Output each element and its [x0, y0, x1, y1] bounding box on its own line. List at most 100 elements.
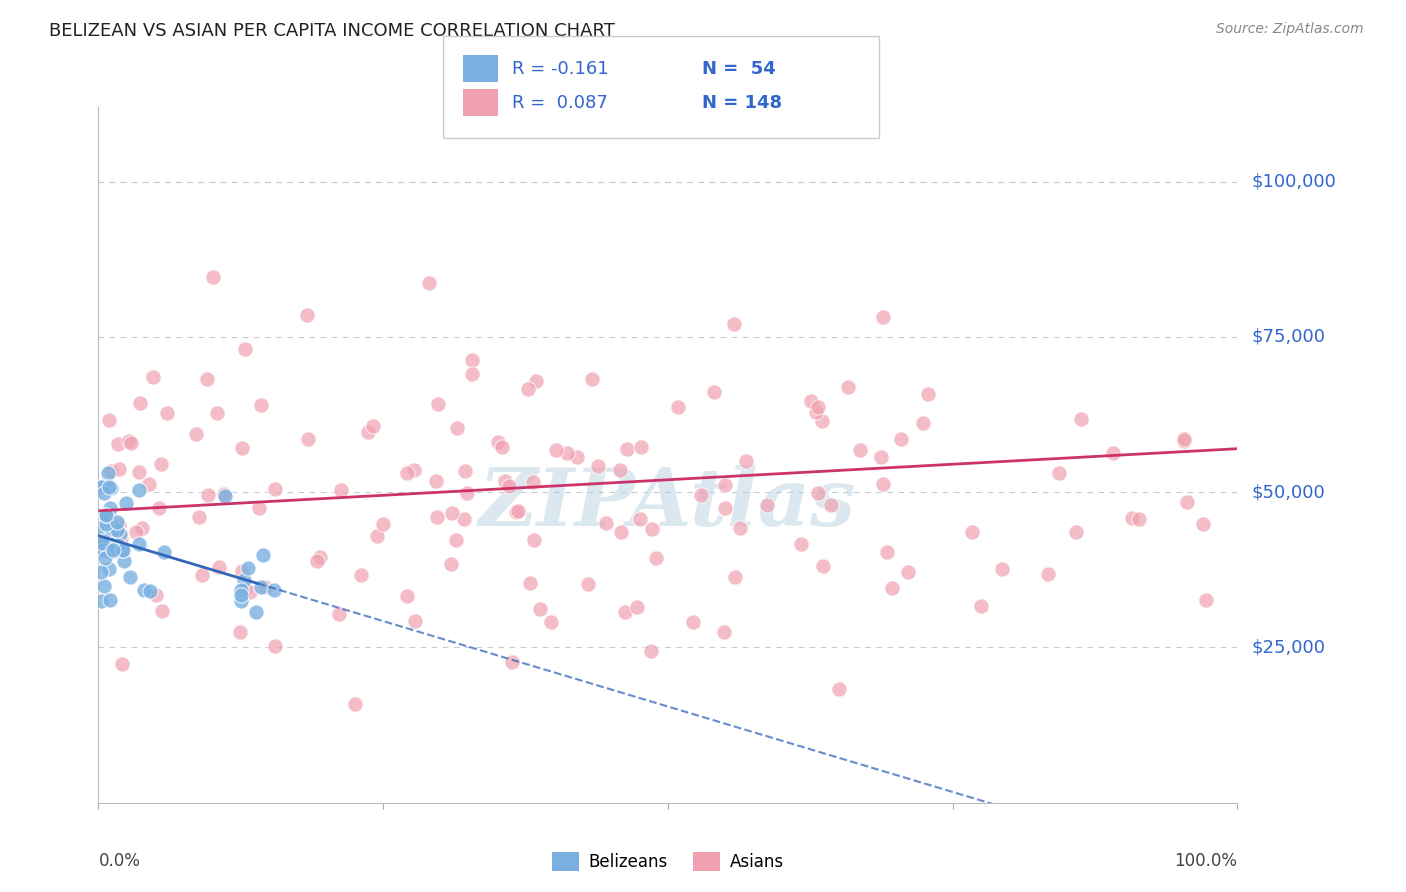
Point: [254, 580, 277, 594]
Point: [188, 510, 211, 524]
Point: [100, 524, 122, 538]
Point: [628, 512, 651, 526]
Point: [110, 531, 132, 545]
Point: [609, 462, 631, 476]
Point: [150, 605, 173, 619]
Point: [960, 525, 983, 540]
Point: [426, 509, 449, 524]
Point: [264, 482, 287, 496]
Text: 0.0%: 0.0%: [98, 852, 141, 870]
Point: [90, 480, 112, 494]
Point: [872, 477, 894, 491]
Point: [807, 486, 830, 500]
Point: [138, 477, 160, 491]
Text: R = -0.161: R = -0.161: [512, 60, 609, 78]
Point: [807, 400, 830, 414]
Point: [800, 393, 823, 408]
Point: [640, 644, 662, 658]
Point: [156, 407, 179, 421]
Point: [231, 588, 253, 602]
Point: [128, 465, 150, 479]
Point: [1175, 494, 1198, 508]
Point: [453, 512, 475, 526]
Point: [94, 550, 117, 565]
Text: 100.0%: 100.0%: [1174, 852, 1237, 870]
Point: [197, 488, 219, 502]
Point: [610, 524, 633, 539]
Point: [100, 464, 122, 478]
Point: [98, 501, 121, 516]
Point: [202, 269, 225, 284]
Point: [91, 543, 114, 558]
Point: [297, 432, 319, 446]
Point: [790, 537, 813, 551]
Point: [97, 413, 120, 427]
Point: [96, 508, 118, 523]
Point: [111, 543, 134, 558]
Point: [97, 479, 120, 493]
Point: [229, 624, 252, 639]
Point: [207, 406, 229, 420]
Point: [728, 521, 751, 535]
Point: [231, 583, 253, 598]
Text: BELIZEAN VS ASIAN PER CAPITA INCOME CORRELATION CHART: BELIZEAN VS ASIAN PER CAPITA INCOME CORR…: [49, 22, 614, 40]
Point: [519, 575, 541, 590]
Point: [108, 517, 131, 532]
Point: [714, 477, 737, 491]
Point: [134, 583, 156, 598]
Point: [456, 486, 478, 500]
Text: N = 148: N = 148: [702, 94, 782, 112]
Point: [108, 462, 131, 476]
Point: [714, 501, 737, 516]
Point: [1195, 593, 1218, 607]
Text: R =  0.087: R = 0.087: [512, 94, 607, 112]
Point: [231, 564, 253, 578]
Point: [120, 436, 142, 450]
Point: [1128, 512, 1150, 526]
Point: [581, 372, 603, 386]
Point: [103, 543, 125, 558]
Point: [641, 522, 664, 536]
Point: [195, 372, 218, 386]
Point: [112, 554, 135, 568]
Point: [138, 584, 160, 599]
Point: [90, 520, 112, 534]
Point: [98, 537, 121, 551]
Point: [595, 516, 617, 531]
Point: [425, 474, 447, 488]
Point: [350, 568, 373, 582]
Point: [1192, 517, 1215, 532]
Point: [97, 562, 120, 576]
Point: [454, 464, 477, 478]
Point: [90, 594, 112, 608]
Point: [491, 441, 513, 455]
Point: [1102, 446, 1125, 460]
Point: [93, 534, 115, 549]
Point: [149, 457, 172, 471]
Point: [328, 607, 350, 621]
Point: [90, 540, 112, 554]
Point: [93, 486, 115, 500]
Point: [232, 573, 254, 587]
Point: [236, 561, 259, 575]
Point: [235, 342, 257, 356]
Point: [93, 533, 115, 548]
Point: [813, 559, 835, 574]
Point: [371, 516, 394, 531]
Text: N =  54: N = 54: [702, 60, 775, 78]
Point: [666, 400, 689, 414]
Point: [101, 543, 124, 558]
Point: [100, 481, 122, 495]
Point: [540, 615, 562, 629]
Point: [880, 581, 903, 595]
Point: [440, 557, 463, 571]
Point: [917, 387, 939, 401]
Point: [343, 697, 366, 711]
Point: [250, 580, 273, 594]
Point: [107, 437, 129, 451]
Point: [523, 533, 546, 547]
Point: [613, 605, 636, 619]
Point: [112, 542, 135, 557]
Point: [105, 516, 128, 530]
Point: [247, 500, 270, 515]
